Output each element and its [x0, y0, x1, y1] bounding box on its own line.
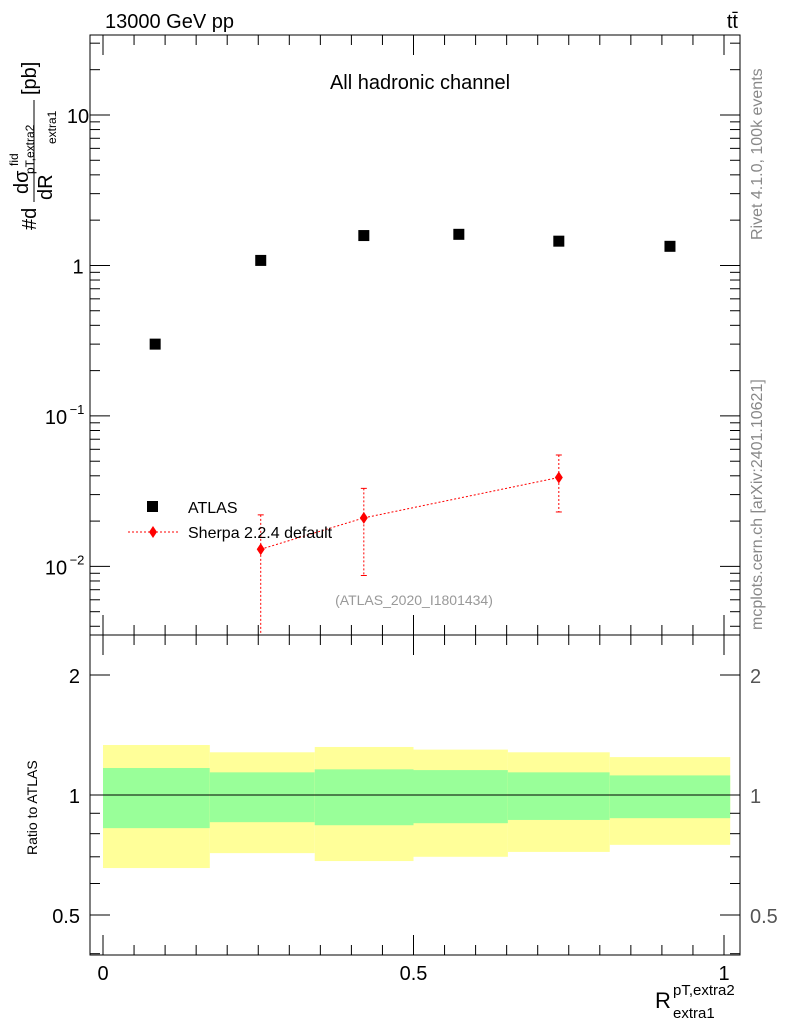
ratio-y-tick-label: 1	[69, 786, 80, 808]
y-tick-exponent: −2	[70, 552, 85, 567]
x-tick-label: 0.5	[400, 963, 428, 985]
y-axis-label: #d dσ fid pT,extra2 dR extra1 [pb]	[7, 62, 59, 230]
svg-text:pT,extra2: pT,extra2	[673, 982, 735, 999]
ratio-y-tick-label-right: 1	[750, 786, 761, 808]
ratio-ylabel: Ratio to ATLAS	[24, 760, 40, 855]
svg-text:extra1: extra1	[45, 110, 59, 144]
ratio-y-tick-label: 0.5	[52, 906, 80, 928]
green-band-bin	[314, 769, 414, 826]
y-tick-label: 1	[72, 256, 83, 278]
x-tick-label: 0	[97, 963, 108, 985]
marks	[149, 228, 676, 635]
svg-text:dσ: dσ	[11, 170, 33, 194]
y-tick-label: 10	[45, 407, 67, 429]
legend-label-sherpa: Sherpa 2.2.4 default	[188, 525, 333, 542]
analysis-id: (ATLAS_2020_I1801434)	[335, 592, 493, 608]
green-band-bin	[609, 775, 731, 819]
sherpa-line	[260, 476, 559, 550]
ratio-y-tick-label-right: 0.5	[750, 906, 778, 928]
title-right: tt̄	[727, 11, 739, 33]
svg-text:dR: dR	[35, 174, 57, 200]
sherpa-point	[554, 471, 563, 484]
green-band-bin	[103, 768, 210, 829]
green-band-bin	[209, 772, 315, 823]
annotation: All hadronic channel	[330, 72, 510, 94]
sherpa-point	[256, 543, 265, 556]
x-tick-label: 1	[718, 963, 729, 985]
svg-text:extra1: extra1	[673, 1005, 715, 1022]
green-band-bin	[413, 770, 508, 824]
legend-label-atlas: ATLAS	[188, 500, 238, 517]
ratio-y-tick-label: 2	[69, 666, 80, 688]
atlas-point	[664, 240, 676, 252]
mcplots-label: mcplots.cern.ch [arXiv:2401.10621]	[749, 379, 766, 630]
atlas-point	[553, 235, 565, 247]
svg-text:pT,extra2: pT,extra2	[23, 124, 37, 174]
sherpa-point	[359, 511, 368, 524]
title-left: 13000 GeV pp	[105, 11, 234, 33]
legend: ATLAS Sherpa 2.2.4 default	[128, 500, 333, 542]
rivet-label: Rivet 4.1.0, 100k events	[749, 68, 766, 240]
atlas-point	[255, 254, 267, 266]
atlas-point	[453, 228, 465, 240]
svg-text:#d: #d	[19, 208, 41, 230]
atlas-point	[149, 338, 161, 350]
y-tick-label: 10	[67, 106, 89, 128]
legend-marker-atlas	[147, 501, 158, 512]
green-band-bin	[507, 772, 610, 820]
svg-text:R: R	[655, 988, 671, 1013]
ratio-bands	[90, 745, 740, 869]
x-axis-label: R pT,extra2 extra1	[655, 982, 735, 1022]
legend-marker-sherpa	[149, 526, 157, 538]
svg-text:fid: fid	[7, 153, 21, 166]
main-frame	[89, 34, 741, 636]
svg-text:[pb]: [pb]	[19, 62, 41, 95]
y-tick-exponent: −1	[70, 402, 85, 417]
y-tick-label: 10	[45, 557, 67, 579]
atlas-point	[358, 230, 370, 242]
ratio-y-tick-label-right: 2	[750, 666, 761, 688]
